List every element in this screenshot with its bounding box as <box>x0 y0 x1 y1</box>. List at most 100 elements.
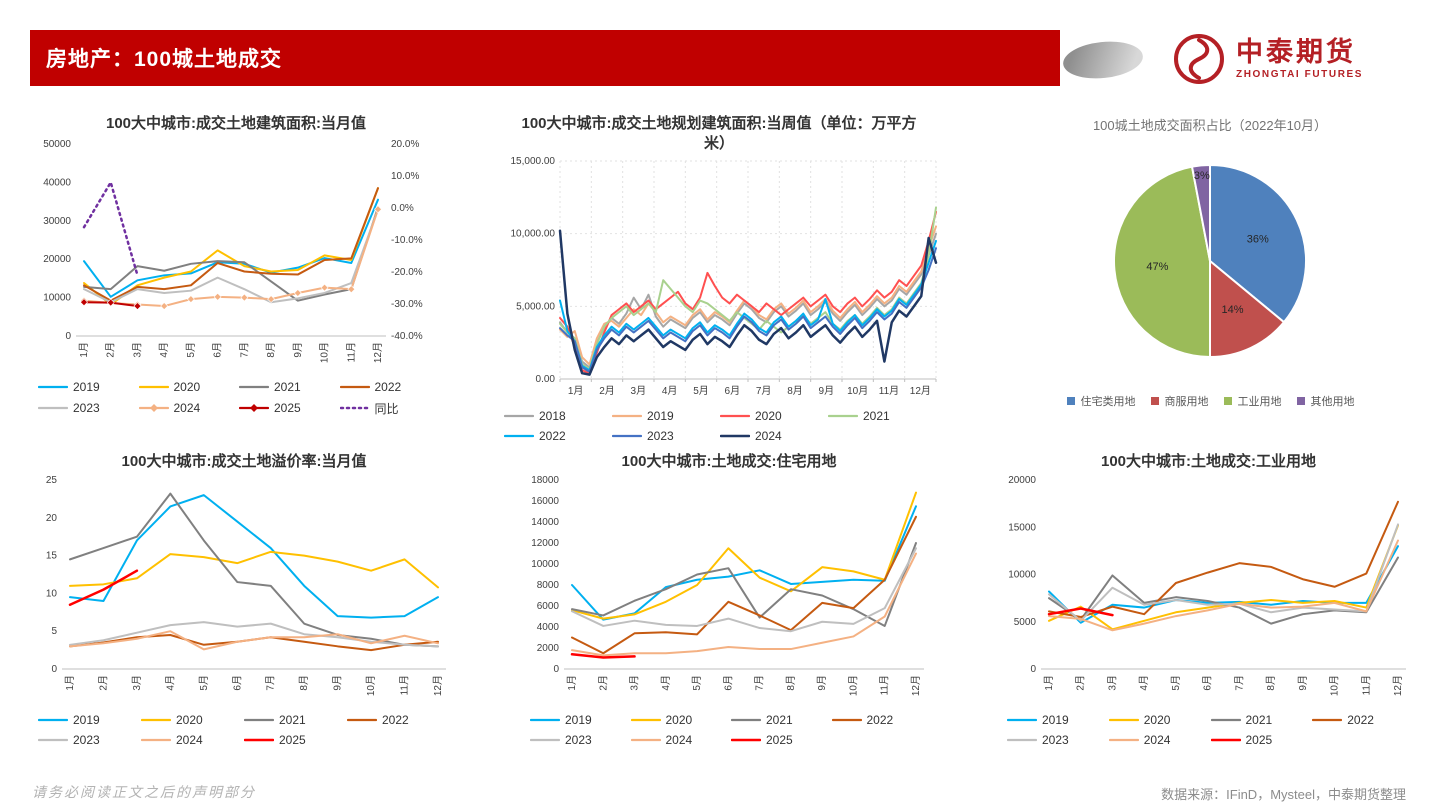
marker-2024 <box>320 283 329 292</box>
legend-2024: 2024 <box>1108 733 1209 747</box>
chart-title: 100大中城市:成交土地规划建筑面积:当周值（单位：万平方米） <box>521 115 917 152</box>
axis-label: 4月 <box>164 675 176 691</box>
legend-swatch <box>530 718 560 721</box>
axis-label: 5月 <box>691 675 703 691</box>
legend-工业用地: 工业用地 <box>1223 393 1282 409</box>
axis-label: 1月 <box>64 675 76 691</box>
weekly-area-canvas: 0.00 5,000.00 10,000.00 15,000.00 1月 2月 3月 4月 5月… <box>511 156 938 397</box>
axis-label: 8000 <box>537 580 560 591</box>
legend-swatch <box>612 434 642 438</box>
data-source-note: 数据来源：IFinD，Mysteel，中泰期货整理 <box>1161 787 1406 802</box>
series-2023 <box>1048 522 1399 622</box>
chart-title: 100大中城市:成交土地溢价率:当月值 <box>121 453 367 470</box>
industrial-land-canvas: 0 5000 10000 15000 20000 1月 2月 3月 4月 5月 6月 7月 8月 9月 10… <box>1008 475 1406 696</box>
axis-label: 10月 <box>1329 675 1341 696</box>
axis-label: 7月 <box>238 342 250 358</box>
legend-label: 工业用地 <box>1237 395 1282 408</box>
legend-2021: 2021 <box>239 380 338 394</box>
axis-label: 0 <box>553 664 559 675</box>
legend-2020: 2020 <box>1108 713 1209 727</box>
axis-label: 6月 <box>231 675 243 691</box>
legend-label: 2023 <box>647 429 674 443</box>
legend-swatch <box>1296 396 1305 405</box>
series-2020 <box>69 550 439 588</box>
legend-swatch <box>138 385 169 388</box>
legend-label: 2021 <box>274 379 301 394</box>
series-2023 <box>83 207 379 303</box>
legend-swatch <box>720 414 750 418</box>
legend-2019: 2019 <box>612 409 718 423</box>
marker-2025 <box>133 301 142 310</box>
axis-label: 7月 <box>1233 675 1245 691</box>
chart-residential-land: 100大中城市:土地成交:住宅用地 0 2000 4000 6000 8000 10000… <box>518 452 940 747</box>
legend-swatch <box>138 404 169 412</box>
axis-label: 9月 <box>819 385 835 397</box>
page-title: 房地产：100城土地成交 <box>46 48 283 71</box>
legend-swatch <box>720 434 750 438</box>
chart-title: 100大中城市:成交土地建筑面积:当月值 <box>105 115 367 132</box>
legend-2023: 2023 <box>38 733 139 747</box>
axis-label: 1月 <box>566 675 578 691</box>
axis-label: 14000 <box>531 517 559 528</box>
series-2022 <box>1048 500 1399 618</box>
axis-label: 3% <box>1194 170 1210 182</box>
monthly-area-canvas: 0 10000 20000 30000 40000 50000 20.0% 10.0% 0.0%… <box>43 139 423 363</box>
axis-label: 8月 <box>787 385 803 397</box>
axis-label: 4月 <box>1138 675 1150 691</box>
series-2025 <box>68 568 139 606</box>
series-2024 <box>69 629 439 650</box>
axis-label: 25 <box>46 475 58 486</box>
legend-2021: 2021 <box>828 409 934 423</box>
axis-label: 12月 <box>1392 675 1404 696</box>
legend-swatch <box>731 738 761 741</box>
legend-swatch <box>38 718 68 721</box>
legend-swatch <box>828 414 858 418</box>
legend-swatch <box>1210 738 1241 741</box>
legend-label: 2022 <box>1347 712 1374 727</box>
axis-label: 3月 <box>629 675 641 691</box>
legend-2022: 2022 <box>347 713 448 727</box>
legend-swatch <box>1312 718 1343 721</box>
legend-label: 2021 <box>766 712 793 727</box>
axis-label: 11月 <box>879 385 899 397</box>
axis-label: 7月 <box>756 385 772 397</box>
legend-swatch <box>38 385 68 388</box>
axis-label: 47% <box>1146 261 1168 273</box>
legend-2025: 2025 <box>244 733 345 747</box>
legend-swatch <box>1150 396 1159 405</box>
series-2020 <box>571 491 917 620</box>
legend-2020: 2020 <box>138 380 238 394</box>
chart-title: 100城土地成交面积占比（2022年10月） <box>1092 118 1328 133</box>
axis-label: 9月 <box>332 675 344 691</box>
marker-2025 <box>106 298 115 307</box>
logo-text: 中泰期货 ZHONGTAI FUTURES <box>1236 38 1363 80</box>
series-2021 <box>571 541 917 627</box>
axis-label: 3月 <box>131 342 143 358</box>
legend-swatch <box>244 738 274 741</box>
legend-2020: 2020 <box>141 713 242 727</box>
legend-swatch <box>504 434 534 438</box>
legend-2021: 2021 <box>244 713 345 727</box>
axis-label: 9月 <box>292 342 304 358</box>
axis-label: 12月 <box>910 385 931 397</box>
legend-商服用地: 商服用地 <box>1150 393 1209 409</box>
axis-label: 2月 <box>1075 675 1087 691</box>
legend-swatch <box>38 406 68 410</box>
legend-swatch <box>1223 396 1232 405</box>
axis-label: 20 <box>46 512 58 523</box>
marker-2024 <box>347 284 356 293</box>
legend-label: 2024 <box>176 732 203 747</box>
legend-label: 2025 <box>274 401 301 415</box>
legend-label: 2023 <box>565 732 592 747</box>
chart-legend: 2019 2020 2021 2022 2023 2024 2025 <box>530 713 930 747</box>
axis-label: 12000 <box>531 538 559 549</box>
legend-swatch <box>244 718 274 721</box>
legend-2018: 2018 <box>504 409 610 423</box>
axis-label: 10000 <box>531 559 559 570</box>
axis-label: 9月 <box>1297 675 1309 691</box>
legend-swatch <box>239 385 269 388</box>
series-2018 <box>559 232 937 369</box>
axis-label: 10000 <box>1008 569 1036 580</box>
legend-label: 2025 <box>1245 732 1273 747</box>
legend-label: 2020 <box>755 409 782 423</box>
